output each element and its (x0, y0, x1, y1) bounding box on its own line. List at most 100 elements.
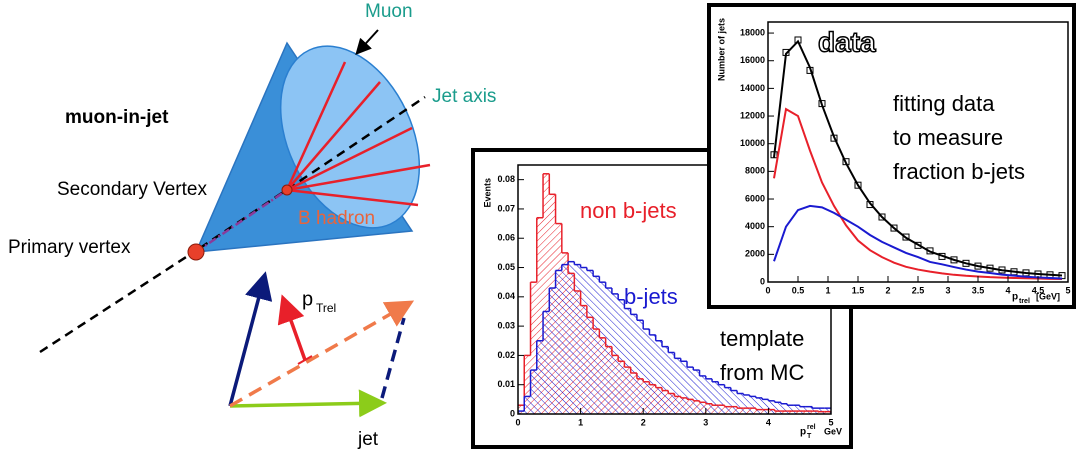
x-tick-label: 0 (765, 285, 770, 295)
annotation: to measure (893, 125, 1003, 150)
ptrel-label: p (302, 288, 313, 310)
bar (543, 311, 549, 414)
y-tick-label: 0.07 (497, 203, 515, 213)
x-axis-title-sup: rel (807, 424, 816, 431)
secondary-vertex-dot (282, 185, 292, 195)
x-axis-title-sub: T (807, 433, 812, 440)
annotation: fitting data (893, 91, 995, 116)
bar (562, 265, 568, 414)
y-tick-label: 0.08 (497, 174, 515, 184)
x-axis-unit: [GeV] (1036, 291, 1060, 301)
bar (725, 388, 731, 414)
bar (649, 335, 655, 414)
jet-axis-label: Jet axis (432, 86, 496, 107)
bar (531, 370, 537, 414)
jet-vector (230, 403, 380, 406)
x-tick-label: 2.5 (912, 285, 925, 295)
secondary-vertex-label: Secondary Vertex (57, 179, 207, 200)
bar (599, 282, 605, 414)
bar (606, 288, 612, 414)
y-tick-label: 0.02 (497, 350, 515, 360)
y-tick-label: 0.03 (497, 320, 515, 330)
x-tick-label: 1.5 (852, 285, 865, 295)
bar (787, 405, 793, 414)
y-tick-label: 0 (760, 276, 765, 286)
y-tick-label: 4000 (745, 221, 765, 231)
jet-diagram: Muon Jet axis muon-in-jet Secondary Vert… (8, 1, 496, 352)
annotation: fraction b-jets (893, 159, 1025, 184)
x-tick-label: 1 (578, 417, 583, 427)
muon-vector (230, 278, 264, 406)
y-axis-title: Number of jets (716, 18, 726, 81)
bar (700, 376, 706, 414)
bar (643, 329, 649, 414)
y-tick-label: 18000 (740, 27, 765, 37)
annotation: template (720, 326, 804, 351)
series-label: b-jets (624, 284, 678, 309)
x-tick-label: 5 (1065, 285, 1070, 295)
y-tick-label: 8000 (745, 166, 765, 176)
y-tick-label: 2000 (745, 249, 765, 259)
chart: 0200040006000800010000120001400016000180… (709, 5, 1074, 307)
y-tick-label: 10000 (740, 138, 765, 148)
x-axis-title: p (800, 427, 806, 438)
bar (681, 361, 687, 414)
bar (631, 314, 637, 414)
bar (737, 393, 743, 414)
bar (768, 401, 774, 414)
x-tick-label: 1 (825, 285, 830, 295)
bar (524, 396, 530, 414)
bar (581, 268, 587, 414)
bar (568, 262, 574, 414)
figure: Muon Jet axis muon-in-jet Secondary Vert… (0, 0, 1080, 452)
page: Muon Jet axis muon-in-jet Secondary Vert… (0, 0, 1080, 457)
bar (668, 352, 674, 414)
diagram-title: muon-in-jet (65, 107, 169, 128)
muon-arrow (358, 30, 378, 52)
primary-vertex-label: Primary vertex (8, 237, 131, 258)
bar (618, 300, 624, 414)
b-hadron-label: B hadron (298, 208, 375, 229)
y-tick-label: 12000 (740, 110, 765, 120)
y-tick-label: 16000 (740, 55, 765, 65)
jet-axis-vector (230, 304, 408, 406)
bar (762, 399, 768, 414)
bar (712, 382, 718, 414)
ptrel-sub: Trel (316, 301, 336, 315)
jet-label: jet (357, 429, 379, 450)
y-tick-label: 0.05 (497, 262, 515, 272)
x-tick-label: 2 (885, 285, 890, 295)
jet-axis-line (40, 248, 200, 352)
vector-diagram: p Trel jet (230, 278, 408, 450)
x-tick-label: 3 (703, 417, 708, 427)
bar (587, 270, 593, 414)
y-tick-label: 14000 (740, 83, 765, 93)
bar (593, 276, 599, 414)
x-axis-unit: GeV (824, 426, 842, 436)
bar (718, 385, 724, 414)
bar (731, 391, 737, 414)
bar (574, 265, 580, 414)
annotation: from MC (720, 360, 804, 385)
y-tick-label: 0.01 (497, 379, 515, 389)
bar (612, 294, 618, 414)
y-axis-title: Events (482, 178, 492, 208)
bar (556, 270, 562, 414)
bar (775, 402, 781, 414)
bar (706, 379, 712, 414)
bar (549, 288, 555, 414)
x-tick-label: 0 (515, 417, 520, 427)
x-axis-title: p (1012, 292, 1018, 303)
y-tick-label: 0.04 (497, 291, 515, 301)
muon-vector-shifted (382, 318, 404, 398)
x-tick-label: 4 (1005, 285, 1010, 295)
bar (537, 341, 543, 414)
bar (687, 367, 693, 414)
series-label: data (818, 26, 876, 57)
bar (624, 309, 630, 414)
bar (756, 398, 762, 414)
bar (693, 370, 699, 414)
bar (743, 395, 749, 414)
bar (781, 404, 787, 414)
x-tick-label: 2 (641, 417, 646, 427)
